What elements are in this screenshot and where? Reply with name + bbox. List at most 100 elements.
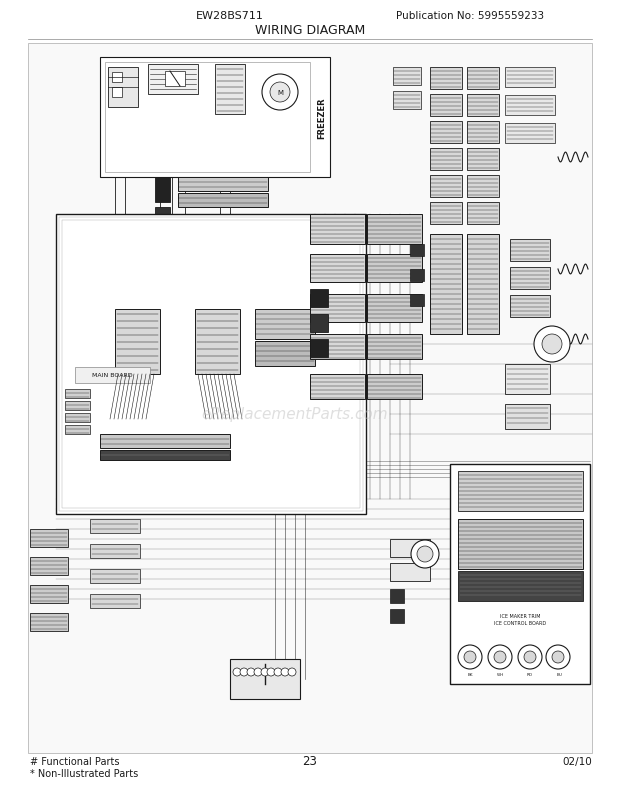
Bar — [458, 472, 583, 512]
Bar — [505, 365, 550, 395]
Bar — [410, 294, 424, 306]
Text: * Non-Illustrated Parts: * Non-Illustrated Parts — [30, 768, 138, 778]
Circle shape — [552, 651, 564, 663]
Bar — [367, 334, 422, 359]
Bar — [310, 290, 328, 308]
Bar — [410, 269, 424, 282]
Bar — [195, 310, 240, 375]
Circle shape — [464, 651, 476, 663]
Bar — [430, 95, 462, 117]
Circle shape — [411, 541, 439, 569]
Bar — [430, 235, 462, 334]
Circle shape — [262, 75, 298, 111]
Circle shape — [524, 651, 536, 663]
Bar — [367, 375, 422, 399]
Text: BK: BK — [467, 672, 472, 676]
Bar — [390, 610, 404, 623]
Text: FREEZER: FREEZER — [317, 97, 327, 139]
Circle shape — [518, 645, 542, 669]
Bar — [467, 235, 499, 334]
Circle shape — [542, 334, 562, 354]
Bar — [75, 367, 150, 383]
Bar — [30, 529, 68, 547]
Bar — [467, 176, 499, 198]
Bar — [458, 571, 583, 602]
Circle shape — [281, 668, 289, 676]
Bar — [30, 614, 68, 631]
Bar — [510, 296, 550, 318]
Bar — [90, 520, 140, 533]
Circle shape — [270, 83, 290, 103]
Text: EW28BS711: EW28BS711 — [196, 11, 264, 21]
Circle shape — [546, 645, 570, 669]
Bar — [255, 310, 315, 339]
Bar — [115, 310, 160, 375]
Bar — [62, 221, 360, 508]
Circle shape — [233, 668, 241, 676]
Bar — [90, 594, 140, 608]
Bar — [178, 178, 268, 192]
Bar — [458, 520, 583, 569]
Bar — [165, 72, 185, 87]
Bar — [30, 585, 68, 603]
Bar — [390, 589, 404, 603]
Text: eReplacementParts.com: eReplacementParts.com — [202, 407, 388, 422]
Bar — [467, 203, 499, 225]
Bar — [90, 545, 140, 558]
Bar — [430, 149, 462, 171]
Circle shape — [267, 668, 275, 676]
Bar — [100, 435, 230, 448]
Bar — [59, 217, 363, 512]
Bar — [310, 255, 365, 282]
Bar — [390, 539, 430, 557]
Bar — [367, 294, 422, 322]
Text: 02/10: 02/10 — [562, 756, 592, 766]
Text: Publication No: 5995559233: Publication No: 5995559233 — [396, 11, 544, 21]
Bar — [100, 451, 230, 460]
Circle shape — [274, 668, 282, 676]
Bar — [505, 96, 555, 115]
Bar — [430, 68, 462, 90]
Bar — [367, 215, 422, 245]
Bar — [393, 68, 421, 86]
Circle shape — [417, 546, 433, 562]
Bar — [310, 314, 328, 333]
Circle shape — [254, 668, 262, 676]
Bar — [56, 215, 366, 514]
Text: WIRING DIAGRAM: WIRING DIAGRAM — [255, 23, 365, 36]
Bar — [178, 194, 268, 208]
Bar — [467, 95, 499, 117]
Bar — [310, 375, 365, 399]
Circle shape — [261, 668, 269, 676]
Text: BU: BU — [557, 672, 563, 676]
Bar — [28, 44, 592, 753]
Text: ICE MAKER TRIM: ICE MAKER TRIM — [500, 614, 540, 618]
Bar — [310, 334, 365, 359]
Bar — [310, 215, 365, 245]
Bar — [510, 268, 550, 290]
Bar — [65, 402, 90, 411]
Circle shape — [494, 651, 506, 663]
Bar — [430, 122, 462, 144]
Bar — [112, 73, 122, 83]
Circle shape — [288, 668, 296, 676]
Bar — [255, 342, 315, 367]
Text: # Functional Parts: # Functional Parts — [30, 756, 120, 766]
Bar — [112, 88, 122, 98]
Bar — [148, 65, 198, 95]
Bar — [430, 203, 462, 225]
Bar — [65, 390, 90, 399]
Text: M: M — [277, 90, 283, 96]
Bar — [30, 557, 68, 575]
Bar — [310, 294, 365, 322]
Bar — [65, 426, 90, 435]
Text: RD: RD — [527, 672, 533, 676]
Text: WH: WH — [497, 672, 503, 676]
Bar — [430, 176, 462, 198]
Bar — [215, 65, 245, 115]
Bar — [390, 563, 430, 581]
Bar — [467, 122, 499, 144]
Text: 23: 23 — [303, 755, 317, 768]
Bar — [155, 178, 170, 203]
Bar — [505, 404, 550, 429]
